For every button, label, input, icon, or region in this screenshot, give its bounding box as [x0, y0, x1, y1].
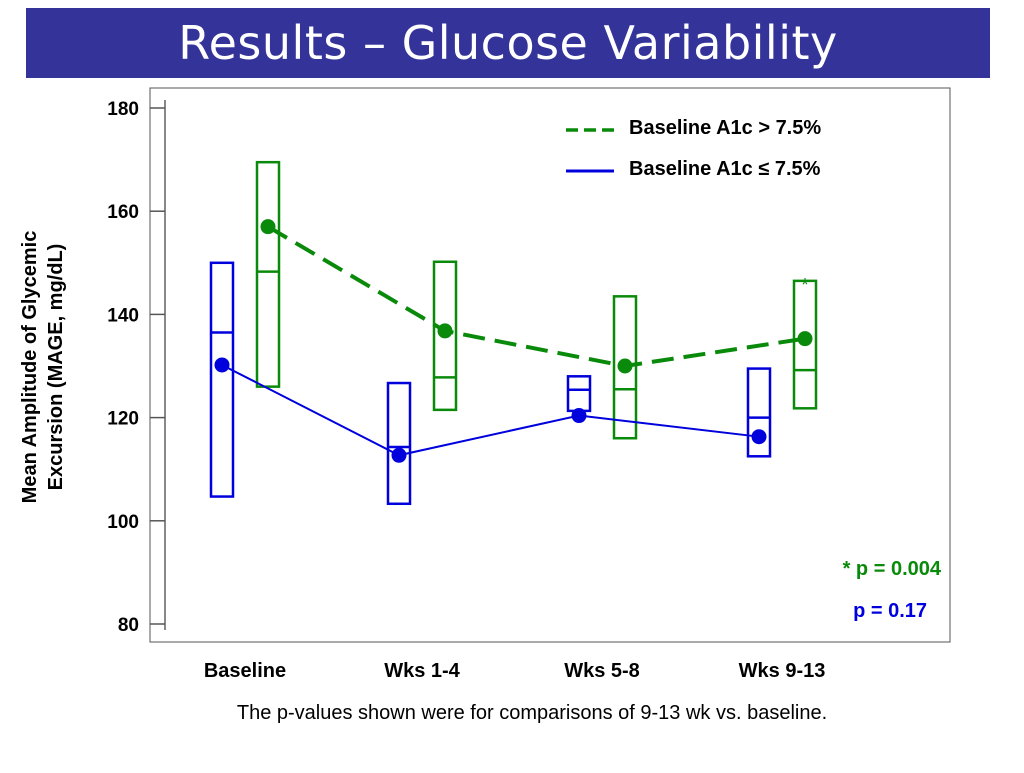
p-value-low: p = 0.17: [853, 600, 927, 622]
range-box: [792, 279, 818, 410]
y-axis-title-line1: Mean Amplitude of Glycemic: [19, 231, 41, 504]
title-banner: Results – Glucose Variability: [26, 8, 990, 78]
y-tick-label: 160: [107, 202, 139, 223]
y-axis-title-line2: Excursion (MAGE, mg/dL): [45, 244, 67, 491]
range-box: [386, 381, 412, 506]
range-box: [209, 261, 235, 498]
x-tick-label: Wks 5-8: [564, 660, 640, 682]
y-tick-label: 100: [107, 512, 139, 533]
data-point: [751, 429, 767, 445]
footnote: The p-values shown were for comparisons …: [236, 702, 828, 724]
data-point: [617, 358, 633, 374]
y-tick-label: 120: [107, 409, 139, 430]
y-tick-label: 80: [118, 615, 139, 636]
legend-label: Baseline A1c > 7.5%: [629, 117, 821, 139]
data-point: [214, 357, 230, 373]
y-tick-label: 140: [107, 305, 139, 326]
plot-frame: [149, 87, 951, 643]
range-box: [566, 375, 592, 413]
range-box: [746, 367, 772, 458]
series-line: [221, 364, 760, 457]
x-tick-label: Baseline: [204, 660, 286, 682]
range-box: [255, 160, 281, 388]
data-point: [797, 331, 813, 347]
data-point: [437, 323, 453, 339]
range-box: [612, 295, 638, 440]
y-tick-label: 180: [107, 99, 139, 120]
legend-label: Baseline A1c ≤ 7.5%: [629, 158, 821, 180]
x-tick-label: Wks 1-4: [384, 660, 460, 682]
data-point: [571, 408, 587, 424]
data-point: [260, 219, 276, 235]
data-point: [391, 447, 407, 463]
range-box: [432, 260, 458, 412]
y-axis-title: Mean Amplitude of Glycemic Excursion (MAG…: [19, 231, 67, 504]
x-tick-label: Wks 9-13: [739, 660, 826, 682]
slide-title: Results – Glucose Variability: [178, 16, 838, 70]
series-line: [266, 224, 806, 369]
p-value-high: * p = 0.004: [843, 558, 942, 580]
significance-star: *: [801, 275, 808, 295]
